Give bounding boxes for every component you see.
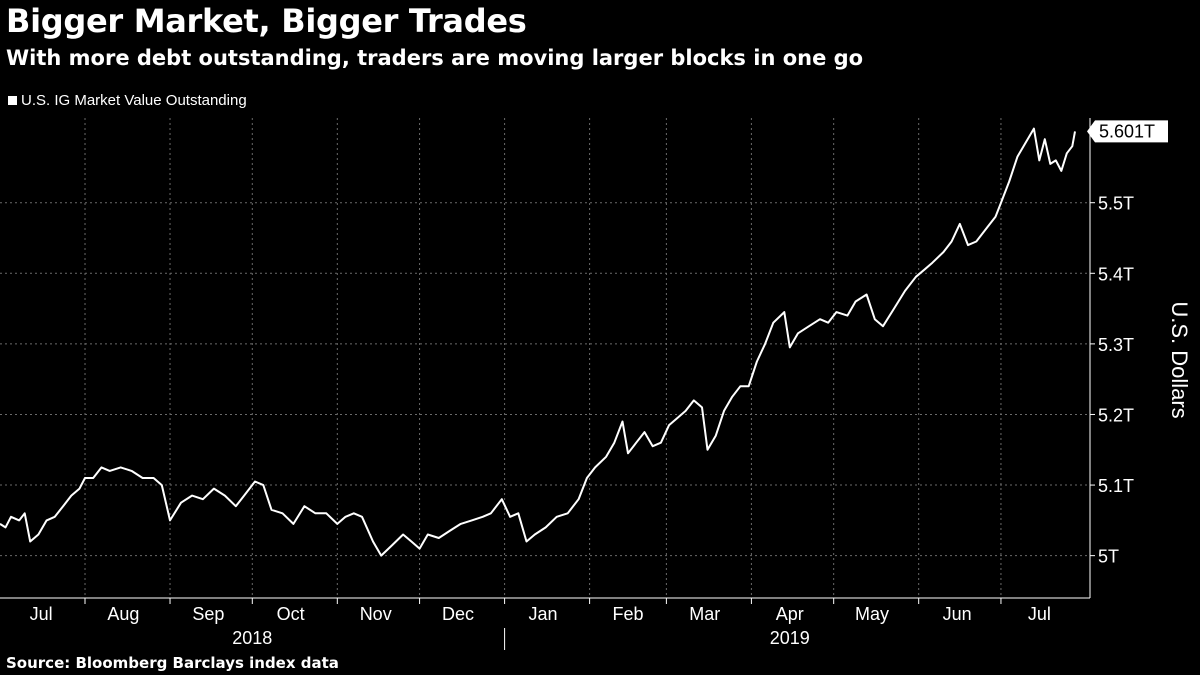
x-tick-label: Nov xyxy=(360,604,392,624)
x-tick-label: May xyxy=(855,604,889,624)
x-tick-label: Jun xyxy=(943,604,972,624)
y-tick-label: 5.5T xyxy=(1098,194,1134,214)
last-value-label: 5.601T xyxy=(1099,121,1155,141)
last-value-tag: 5.601T xyxy=(1087,120,1168,143)
x-tick-label: Feb xyxy=(612,604,643,624)
chart-title: Bigger Market, Bigger Trades xyxy=(6,2,527,40)
year-label: 2019 xyxy=(770,628,810,648)
x-tick-label: Jan xyxy=(528,604,557,624)
x-tick-label: Aug xyxy=(107,604,139,624)
x-tick-label: Jul xyxy=(30,604,53,624)
last-value-tag-box xyxy=(1087,120,1168,143)
chart-subtitle: With more debt outstanding, traders are … xyxy=(6,46,864,70)
y-axis-title: U.S. Dollars xyxy=(1167,301,1192,418)
year-label: 2018 xyxy=(232,628,272,648)
y-tick-label: 5.4T xyxy=(1098,264,1134,284)
x-tick-label: Oct xyxy=(277,604,305,624)
y-tick-label: 5T xyxy=(1098,547,1119,567)
legend: U.S. IG Market Value Outstanding xyxy=(8,92,247,109)
series-line xyxy=(0,127,1076,557)
tick-labels: 5T 5.1T 5.2T 5.3T 5.4T 5.5T Jul Aug Sep Oct Nov Dec… xyxy=(30,120,1192,648)
source-note: Source: Bloomberg Barclays index data xyxy=(6,654,339,672)
x-tick-label: Mar xyxy=(689,604,720,624)
y-tick-label: 5.2T xyxy=(1098,405,1134,425)
y-tick-label: 5.3T xyxy=(1098,335,1134,355)
x-tick-label: Jul xyxy=(1028,604,1051,624)
gridlines xyxy=(0,118,1090,598)
x-tick-label: Apr xyxy=(776,604,804,624)
x-tick-label: Dec xyxy=(442,604,474,624)
legend-label: U.S. IG Market Value Outstanding xyxy=(21,92,247,109)
series-layer xyxy=(0,127,1076,557)
axes xyxy=(0,118,1095,650)
y-tick-label: 5.1T xyxy=(1098,476,1134,496)
legend-swatch xyxy=(8,96,17,105)
x-tick-label: Sep xyxy=(192,604,224,624)
